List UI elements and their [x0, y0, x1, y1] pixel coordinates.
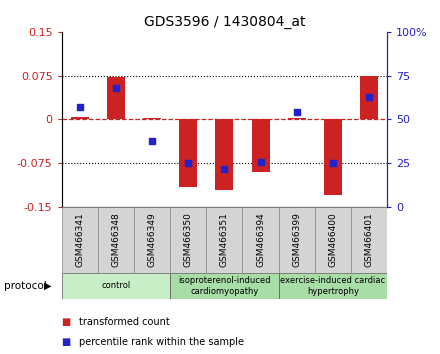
Bar	[360, 76, 378, 120]
Bar	[143, 118, 161, 120]
Text: control: control	[101, 281, 131, 290]
Point	[112, 85, 119, 91]
Bar	[351, 207, 387, 273]
Text: percentile rank within the sample: percentile rank within the sample	[79, 337, 244, 347]
Bar	[242, 207, 279, 273]
Point	[257, 159, 264, 164]
Text: GSM466400: GSM466400	[328, 212, 337, 267]
Point	[149, 138, 156, 143]
Text: protocol: protocol	[4, 281, 47, 291]
Text: ■: ■	[62, 317, 71, 327]
Point	[185, 160, 192, 166]
Bar	[215, 120, 234, 190]
Bar	[170, 207, 206, 273]
Text: ▶: ▶	[44, 281, 51, 291]
Text: GSM466349: GSM466349	[147, 212, 157, 267]
Text: transformed count: transformed count	[79, 317, 170, 327]
Bar	[324, 120, 342, 195]
Text: GSM466351: GSM466351	[220, 212, 229, 267]
Bar	[62, 273, 170, 299]
Text: ■: ■	[62, 337, 71, 347]
Text: GSM466399: GSM466399	[292, 212, 301, 267]
Text: isoproterenol-induced
cardiomyopathy: isoproterenol-induced cardiomyopathy	[178, 276, 271, 296]
Text: exercise-induced cardiac
hypertrophy: exercise-induced cardiac hypertrophy	[280, 276, 385, 296]
Text: GSM466348: GSM466348	[111, 212, 121, 267]
Bar	[179, 120, 197, 187]
Bar	[98, 207, 134, 273]
Point	[366, 94, 373, 99]
Point	[76, 104, 83, 110]
Bar	[288, 118, 306, 120]
Text: GSM466401: GSM466401	[365, 212, 374, 267]
Text: GSM466350: GSM466350	[184, 212, 193, 267]
Bar	[315, 207, 351, 273]
Bar	[170, 273, 279, 299]
Text: GSM466394: GSM466394	[256, 212, 265, 267]
Bar	[107, 77, 125, 120]
Point	[330, 160, 337, 166]
Bar	[279, 207, 315, 273]
Bar	[62, 207, 98, 273]
Bar	[71, 116, 89, 120]
Point	[221, 166, 228, 171]
Bar	[206, 207, 242, 273]
Bar	[279, 273, 387, 299]
Text: GSM466341: GSM466341	[75, 212, 84, 267]
Title: GDS3596 / 1430804_at: GDS3596 / 1430804_at	[143, 16, 305, 29]
Bar	[252, 120, 270, 172]
Bar	[134, 207, 170, 273]
Point	[293, 110, 300, 115]
